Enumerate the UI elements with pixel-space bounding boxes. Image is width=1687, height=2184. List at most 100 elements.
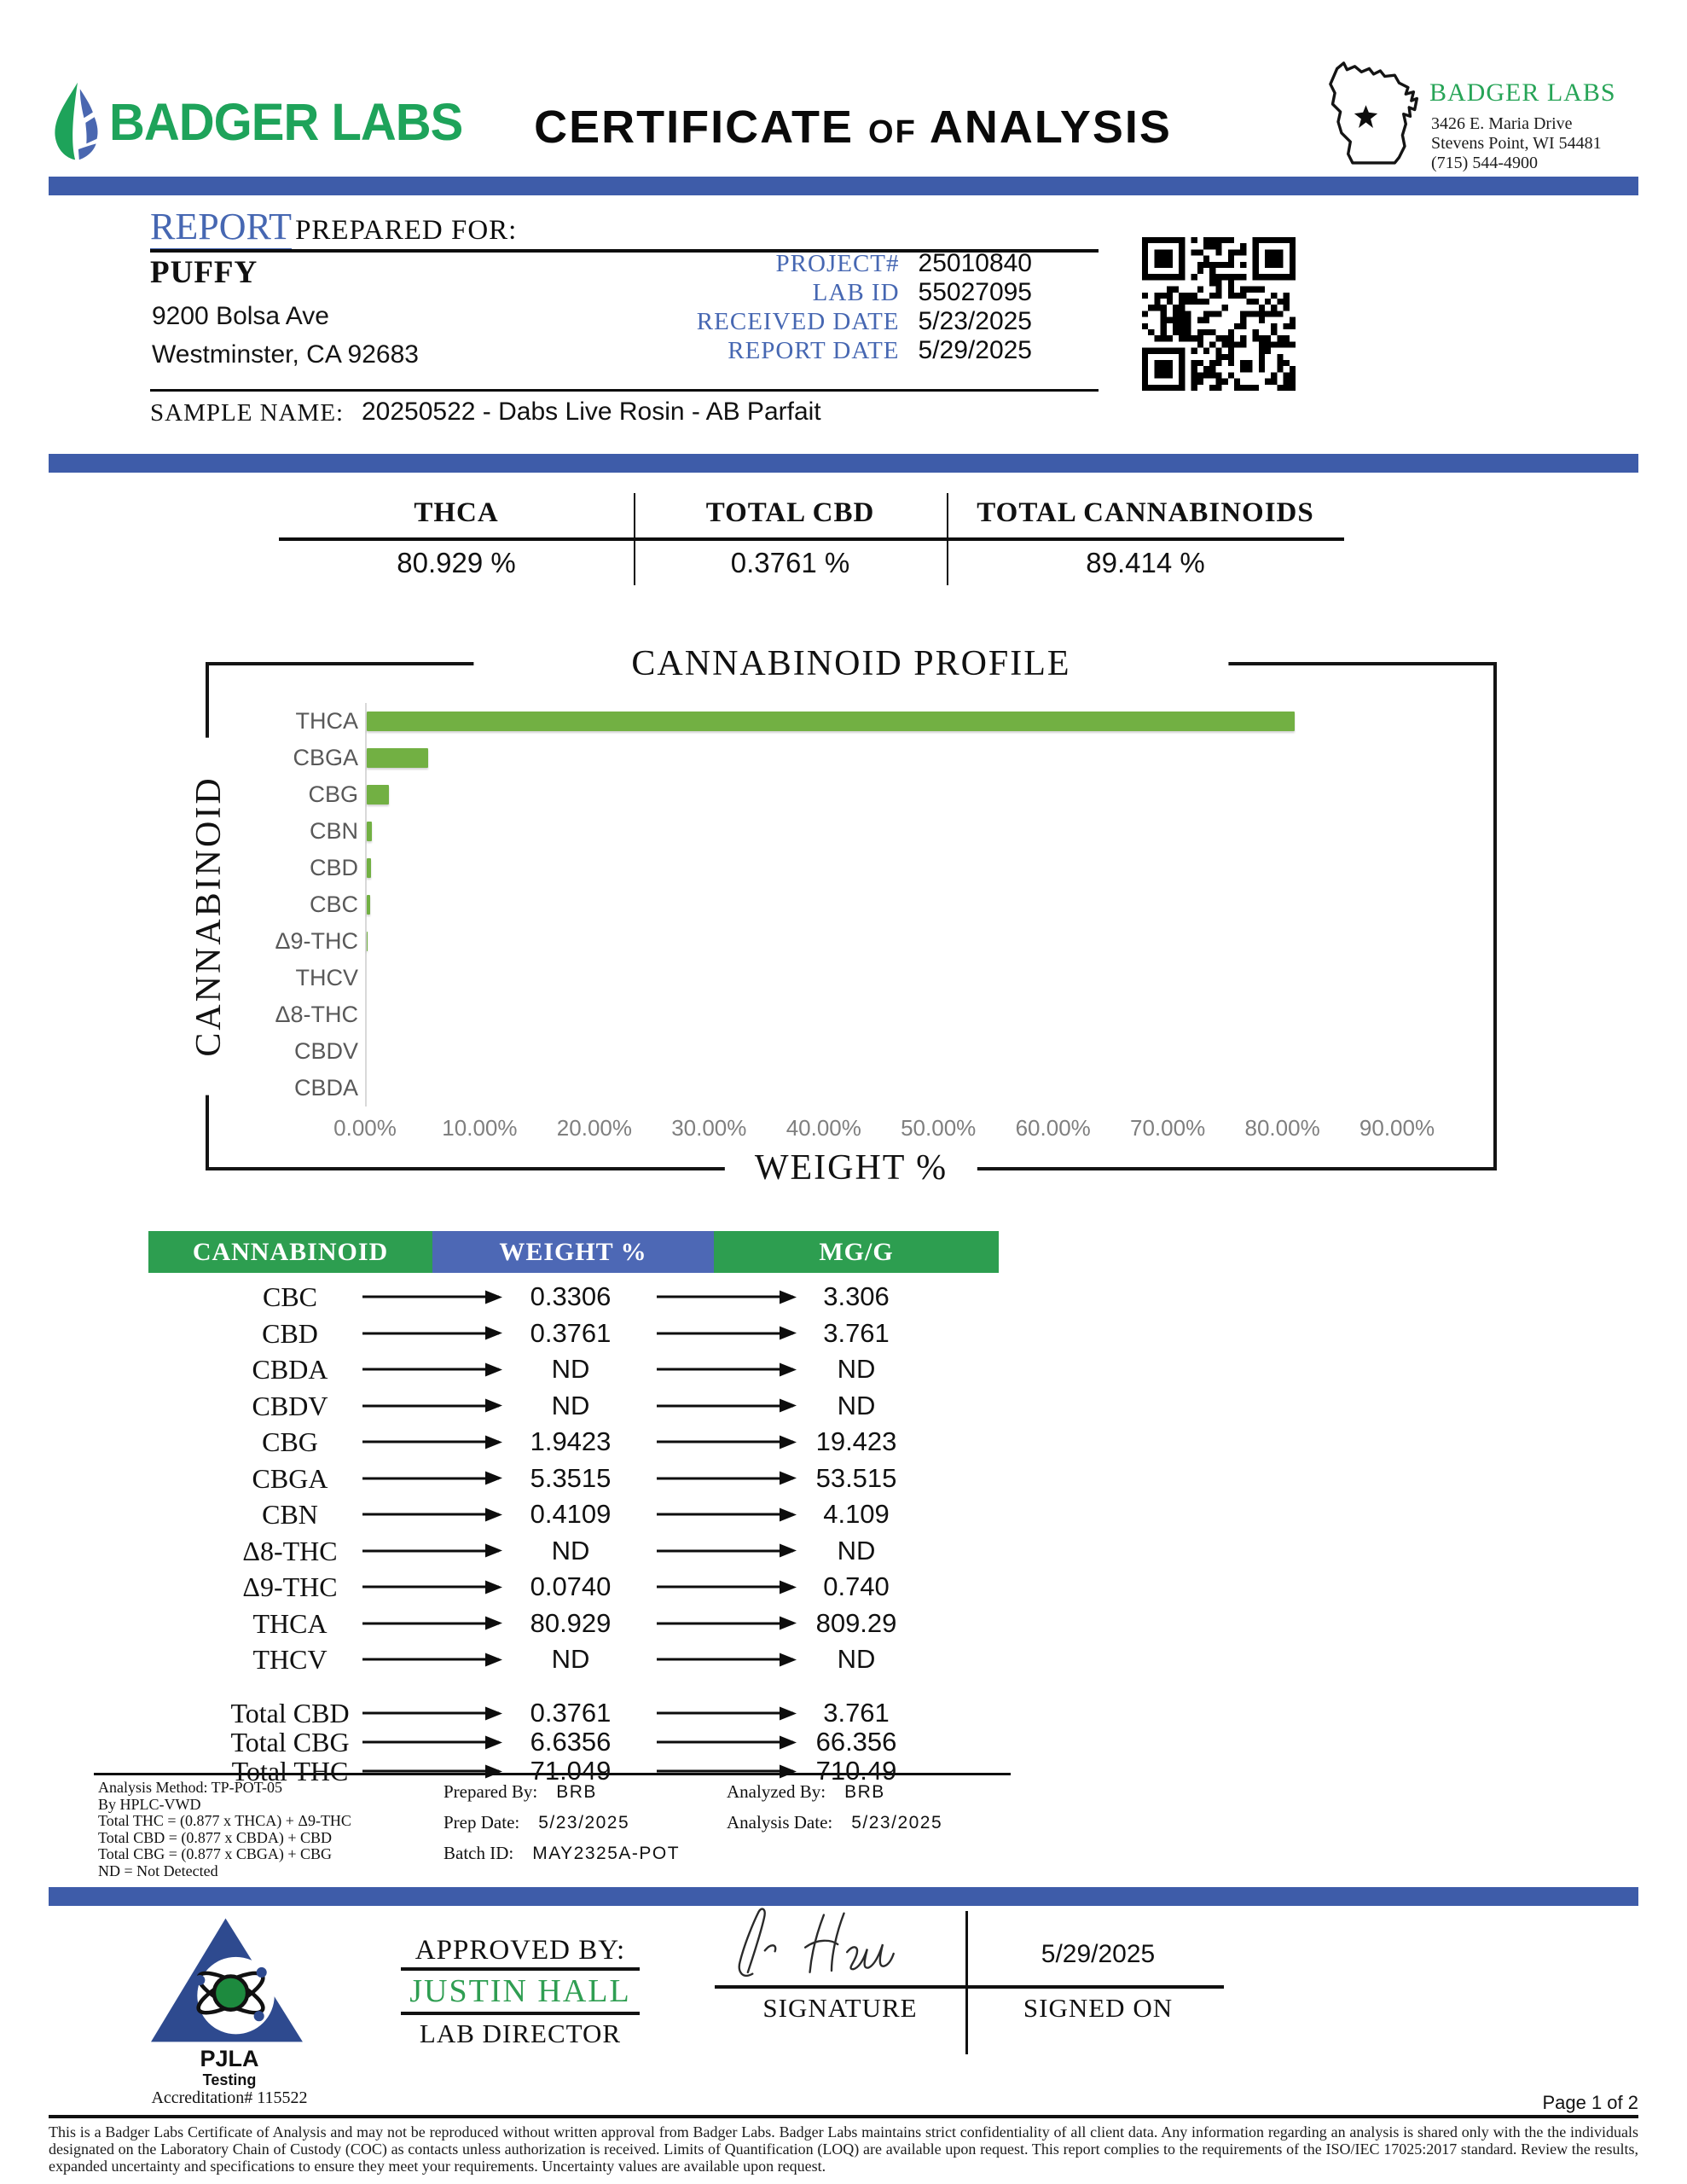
arrow-icon [657, 1549, 793, 1552]
chart-row: THCV [209, 960, 1493, 996]
summary-metric-label: THCA [414, 497, 499, 528]
weight-value: 0.4109 [530, 1499, 612, 1529]
chart-tick-label: 10.00% [442, 1115, 518, 1141]
chart-bar [367, 822, 372, 841]
arrow-icon [362, 1477, 499, 1479]
chart-track [365, 960, 1493, 996]
analyte-name: CBDV [252, 1390, 328, 1421]
analyte-name: Δ8-THC [242, 1535, 338, 1566]
prepared-by-label: Prepared By: [443, 1781, 538, 1802]
qr-code [1142, 237, 1296, 391]
report-field: REPORT DATE 5/29/2025 [588, 336, 1032, 365]
table-header-mg-per-g: MG/G [714, 1231, 999, 1273]
results-table: Analysis Method: TP-POT-05 By HPLC-VWD Tot… [0, 1231, 1687, 1888]
report-field: LAB ID 55027095 [588, 278, 1032, 307]
arrow-icon [657, 1332, 793, 1334]
disclaimer-rule [49, 2115, 1638, 2118]
weight-value: ND [551, 1535, 590, 1565]
lab-phone: (715) 544-4900 [1431, 154, 1538, 172]
wisconsin-state-icon [1329, 61, 1418, 165]
divider-bar-top [49, 177, 1638, 195]
footnote-line: By HPLC-VWD [98, 1795, 201, 1813]
chart-category-label: CBDV [293, 1038, 358, 1064]
chart-category-label: CBG [308, 781, 358, 807]
arrow-icon [657, 1477, 793, 1479]
lab-address-line1: 3426 E. Maria Drive [1431, 114, 1573, 133]
summary-metric-value: 80.929 % [397, 547, 516, 578]
chart-row: CBGA [209, 740, 1493, 776]
chart-track [365, 740, 1493, 776]
footnote-rule [94, 1773, 1011, 1775]
page-number: Page 1 of 2 [1542, 2092, 1638, 2113]
summary-metric-value: 0.3761 % [730, 547, 850, 578]
arrow-icon [657, 1711, 793, 1715]
weight-value: 0.3761 [530, 1698, 612, 1728]
summary-divider-2 [947, 493, 948, 585]
analyzed-by-value: BRB [844, 1782, 885, 1802]
chart-row: CBC [209, 886, 1493, 923]
report-field: RECEIVED DATE 5/23/2025 [588, 307, 1032, 336]
table-row: Total CBD 0.3761 3.761 [0, 1698, 1687, 1728]
analysis-date-value: 5/23/2025 [851, 1813, 943, 1833]
table-row: THCV ND ND [0, 1644, 1687, 1675]
summary-divider-1 [634, 493, 635, 585]
mgg-value: ND [837, 1644, 876, 1674]
analyzed-by-row: Analyzed By: BRB [727, 1781, 885, 1803]
chart-tick-label: 80.00% [1244, 1115, 1320, 1141]
arrow-icon [362, 1404, 499, 1407]
report-field-label: PROJECT# [775, 249, 900, 277]
analyte-name: CBD [262, 1317, 318, 1349]
analyte-name: Total THC [231, 1756, 349, 1786]
chart-track [365, 776, 1493, 813]
summary-header-row: THCA TOTAL CBD TOTAL CANNABINOIDS [279, 497, 1344, 529]
approver-name: JUSTIN HALL [409, 1973, 631, 2009]
report-field-value: 5/29/2025 [918, 336, 1032, 364]
analyzed-by-label: Analyzed By: [727, 1781, 826, 1802]
analyte-name: Total CBG [230, 1727, 350, 1757]
badger-labs-leaf-icon [55, 82, 98, 160]
chart-bar [367, 785, 390, 804]
prep-date-value: 5/23/2025 [538, 1813, 630, 1833]
signed-on-date: 5/29/2025 [1041, 1940, 1156, 1968]
lab-name: BADGER LABS [1429, 78, 1616, 107]
chart-category-label: Δ8-THC [275, 1002, 358, 1027]
chart-bar [367, 932, 368, 951]
weight-value: 5.3515 [530, 1462, 612, 1493]
mgg-value: 53.515 [815, 1462, 897, 1493]
weight-value: 80.929 [530, 1607, 612, 1638]
approved-rule-1 [401, 1967, 640, 1971]
mgg-value: 0.740 [823, 1571, 890, 1601]
footnote-line: Analysis Method: TP-POT-05 [98, 1779, 283, 1796]
chart-row: CBDV [209, 1033, 1493, 1070]
arrow-icon [362, 1549, 499, 1552]
footnote-line: Total CBD = (0.877 x CBDA) + CBD [98, 1828, 333, 1846]
accreditation-number: Accreditation# 115522 [151, 2088, 308, 2107]
analysis-date-row: Analysis Date: 5/23/2025 [727, 1812, 942, 1833]
analyte-name: Total CBD [230, 1698, 350, 1728]
sample-name-value: 20250522 - Dabs Live Rosin - AB Parfait [362, 398, 821, 426]
weight-value: 0.3761 [530, 1317, 612, 1348]
footnote-line: ND = Not Detected [98, 1862, 218, 1879]
table-row: CBC 0.3306 3.306 [0, 1281, 1687, 1312]
chart-track [365, 923, 1493, 960]
arrow-icon [362, 1658, 499, 1661]
batch-id-row: Batch ID: MAY2325A-POT [443, 1843, 680, 1864]
chart-track [365, 1070, 1493, 1107]
client-address-line1: 9200 Bolsa Ave [152, 302, 329, 330]
cannabinoid-profile-chart: CANNABINOID PROFILE CANNABINOID WEIGHT %… [188, 643, 1497, 1188]
report-field-value: 5/23/2025 [918, 307, 1032, 335]
summary-rule [279, 537, 1344, 541]
mgg-value: 3.761 [823, 1698, 890, 1728]
logo-wordmark: BADGER LABS [109, 93, 463, 152]
chart-bar [367, 858, 372, 878]
report-field-label: RECEIVED DATE [696, 307, 900, 335]
arrow-icon [657, 1769, 793, 1773]
prepared-by-value: BRB [556, 1782, 597, 1802]
signature-rule [715, 1985, 965, 1989]
chart-bar [367, 748, 428, 768]
chart-tick-label: 70.00% [1130, 1115, 1206, 1141]
mgg-value: ND [837, 1354, 876, 1384]
chart-track [365, 996, 1493, 1033]
chart-category-label: CBN [309, 818, 358, 844]
